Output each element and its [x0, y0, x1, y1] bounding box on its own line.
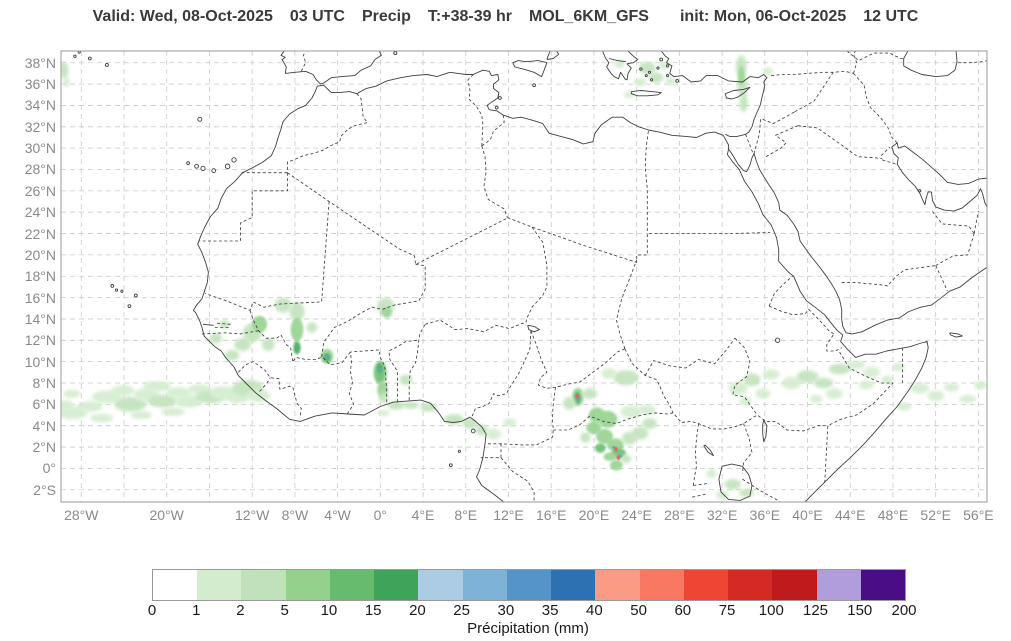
- colorbar-segment: [728, 570, 773, 600]
- lat-tick-label: 30°N: [24, 140, 56, 157]
- lon-tick-label: 4°W: [324, 507, 351, 523]
- title-valid: Valid: Wed, 08-Oct-2025: [92, 8, 273, 25]
- colorbar-tick-label: 1: [192, 602, 201, 619]
- colorbar-segment: [860, 570, 905, 600]
- colorbar-segment: [595, 570, 640, 600]
- colorbar-tick-label: 40: [586, 602, 603, 619]
- lat-tick-label: 6°N: [32, 396, 57, 413]
- colorbar-segment: [816, 570, 861, 600]
- lon-tick-label: 8°W: [281, 507, 309, 523]
- colorbar-tick-label: 60: [674, 602, 692, 619]
- lat-tick-label: 14°N: [24, 310, 56, 327]
- colorbar-tick-label: 0: [147, 602, 157, 619]
- colorbar-label: Précipitation (mm): [467, 620, 589, 637]
- colorbar-tick-label: 25: [453, 602, 470, 619]
- colorbar-tick-label: 75: [718, 602, 736, 619]
- colorbar-segment: [285, 570, 330, 600]
- lat-tick-label: 0°: [42, 460, 56, 477]
- title-leadtime: T:+38-39 hr: [427, 8, 512, 25]
- lat-tick-label: 32°N: [24, 118, 56, 135]
- colorbar-segment: [197, 570, 242, 600]
- lon-tick-label: 8°E: [454, 507, 478, 523]
- lon-tick-label: 48°E: [877, 507, 909, 523]
- lat-tick-label: 8°N: [32, 374, 57, 391]
- colorbar-tick-label: 150: [847, 602, 873, 619]
- colorbar-segment: [506, 570, 552, 600]
- colorbar-tick-label: 30: [497, 602, 515, 619]
- colorbar-tick-label: 5: [280, 602, 289, 619]
- lon-tick-label: 16°E: [535, 507, 567, 523]
- colorbar: [152, 569, 906, 601]
- colorbar-segment: [374, 570, 419, 600]
- colorbar-segment: [551, 570, 596, 600]
- lon-tick-label: 56°E: [963, 507, 994, 523]
- colorbar-tick-label: 15: [364, 602, 382, 619]
- lon-tick-label: 32°E: [706, 507, 738, 523]
- colorbar-segment: [772, 570, 817, 600]
- lat-tick-label: 38°N: [24, 54, 56, 71]
- lat-tick-label: 26°N: [24, 182, 56, 199]
- lat-tick-label: 18°N: [24, 268, 56, 285]
- colorbar-segment: [462, 570, 507, 600]
- colorbar-tick-label: 20: [409, 602, 426, 619]
- lat-tick-label: 22°N: [24, 225, 56, 242]
- lon-tick-label: 52°E: [920, 507, 951, 523]
- colorbar-segment: [639, 570, 684, 600]
- colorbar-tick-label: 100: [758, 602, 784, 619]
- lat-tick-label: 12°N: [24, 332, 56, 349]
- lon-tick-label: 0°: [373, 507, 388, 523]
- lat-tick-label: 20°N: [24, 246, 56, 263]
- colorbar-tick-label: 2: [236, 602, 245, 619]
- lat-tick-label: 10°N: [24, 353, 56, 370]
- lat-tick-label: 28°N: [24, 161, 56, 178]
- lat-tick-label: 34°N: [24, 97, 56, 114]
- title-init-time: 12 UTC: [863, 8, 919, 25]
- lat-tick-label: 4°N: [32, 417, 57, 434]
- colorbar-segment: [241, 570, 286, 600]
- lon-tick-label: 44°E: [834, 507, 866, 523]
- colorbar-tick-label: 50: [630, 602, 647, 619]
- colorbar-segment: [329, 570, 375, 600]
- lon-tick-label: 28°W: [64, 507, 99, 523]
- lon-tick-label: 28°E: [664, 507, 695, 523]
- lat-tick-label: 2°S: [33, 481, 56, 498]
- lon-tick-label: 20°E: [578, 507, 610, 523]
- lon-tick-label: 4°E: [411, 507, 435, 523]
- lon-tick-label: 12°W: [234, 507, 270, 523]
- title-model: MOL_6KM_GFS: [528, 8, 649, 25]
- colorbar-segment: [683, 570, 729, 600]
- colorbar-tick-label: 10: [320, 602, 338, 619]
- lat-tick-label: 36°N: [24, 76, 56, 93]
- title-init: init: Mon, 06-Oct-2025: [679, 8, 847, 25]
- title-variable: Precip: [361, 8, 411, 25]
- title-valid-time: 03 UTC: [289, 8, 345, 25]
- colorbar-tick-label: 35: [541, 602, 559, 619]
- lat-tick-label: 2°N: [32, 439, 57, 456]
- colorbar-segment: [153, 570, 198, 600]
- colorbar-tick-label: 200: [891, 602, 917, 619]
- lat-tick-label: 16°N: [24, 289, 56, 306]
- lon-tick-label: 36°E: [749, 507, 781, 523]
- lon-tick-label: 24°E: [621, 507, 652, 523]
- colorbar-segment: [418, 570, 463, 600]
- lon-tick-label: 40°E: [792, 507, 823, 523]
- lon-tick-label: 12°E: [493, 507, 524, 523]
- colorbar-tick-label: 125: [803, 602, 829, 619]
- lon-tick-label: 20°W: [149, 507, 184, 523]
- map-title: Valid: Wed, 08-Oct-2025 03 UTC Precip T:…: [0, 8, 1011, 26]
- lat-tick-label: 24°N: [24, 204, 56, 221]
